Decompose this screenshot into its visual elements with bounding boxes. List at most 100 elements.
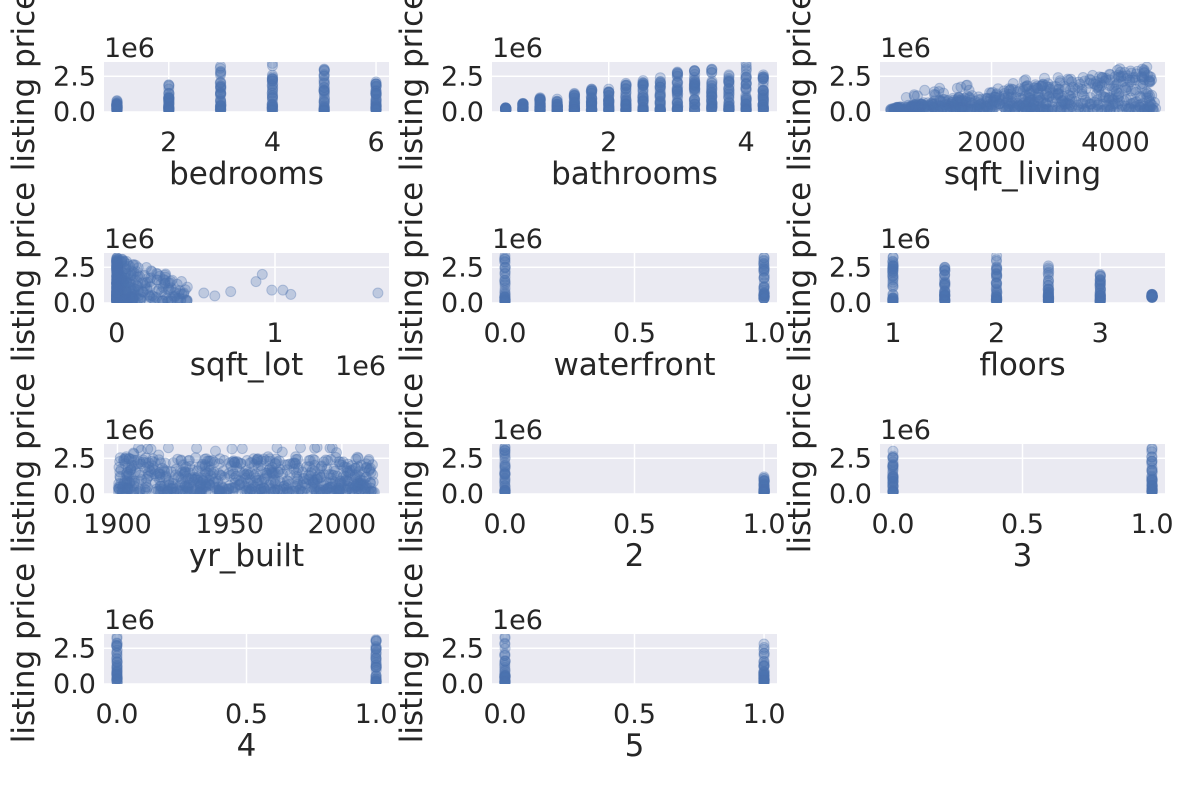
data-point — [758, 281, 770, 293]
data-point — [187, 464, 199, 476]
data-point — [1018, 101, 1030, 112]
data-point — [586, 103, 598, 112]
data-point — [991, 293, 1003, 303]
data-point — [637, 92, 649, 104]
data-point — [905, 103, 917, 112]
data-point — [603, 96, 615, 108]
data-point — [1020, 99, 1032, 110]
data-point — [975, 98, 987, 110]
data-point — [500, 104, 512, 112]
data-point — [637, 87, 649, 98]
data-point — [586, 105, 598, 112]
data-point — [569, 92, 580, 104]
data-point — [244, 485, 256, 494]
data-point — [500, 104, 512, 112]
data-point — [163, 102, 175, 112]
data-point — [121, 286, 133, 298]
data-point — [1025, 105, 1037, 112]
data-point — [173, 292, 185, 303]
data-point — [174, 285, 186, 297]
data-point — [215, 105, 227, 112]
data-point — [1047, 87, 1059, 99]
data-point — [906, 104, 918, 112]
data-point — [241, 468, 253, 480]
data-point — [928, 95, 940, 107]
data-point — [1146, 290, 1158, 302]
data-point — [757, 73, 769, 85]
data-point — [637, 77, 649, 88]
data-point — [1035, 94, 1047, 106]
data-point — [318, 95, 330, 107]
data-point — [148, 464, 160, 476]
data-point — [603, 95, 615, 107]
data-point — [758, 290, 770, 302]
data-point — [1094, 295, 1106, 303]
data-point — [114, 279, 126, 290]
y-axis-label: listing price — [782, 182, 818, 362]
data-point — [199, 469, 211, 481]
data-point — [1142, 105, 1154, 112]
data-point — [1015, 92, 1027, 104]
x-axis-label: yr_built — [189, 538, 304, 574]
data-point — [534, 104, 546, 112]
data-point — [928, 88, 940, 100]
data-point — [534, 96, 546, 108]
data-point — [1109, 97, 1121, 109]
data-point — [1146, 291, 1158, 303]
data-point — [905, 103, 917, 112]
data-point — [901, 103, 913, 112]
data-point — [111, 256, 123, 268]
data-point — [1017, 93, 1029, 105]
data-point — [144, 276, 156, 288]
data-point — [887, 261, 899, 273]
data-point — [1138, 71, 1150, 83]
data-point — [318, 76, 330, 88]
data-point — [1079, 105, 1091, 112]
data-point — [178, 288, 189, 300]
data-point — [758, 88, 769, 100]
data-point — [1146, 289, 1158, 301]
data-point — [1065, 73, 1077, 85]
data-point — [887, 266, 899, 277]
data-point — [913, 103, 925, 112]
data-point — [1138, 65, 1150, 77]
data-point — [499, 296, 511, 303]
data-point — [1127, 72, 1139, 84]
data-point — [233, 479, 245, 491]
data-point — [111, 257, 123, 269]
y-tick-label: 2.5 — [53, 252, 96, 283]
data-point — [931, 104, 943, 112]
data-point — [939, 278, 951, 290]
data-point — [340, 486, 352, 494]
data-point — [1022, 104, 1034, 112]
data-point — [757, 92, 769, 104]
data-point — [1056, 95, 1068, 107]
data-point — [124, 276, 136, 288]
data-point — [1042, 286, 1054, 298]
data-point — [887, 253, 899, 263]
data-point — [637, 104, 649, 112]
data-point — [111, 278, 123, 290]
data-point — [586, 97, 598, 109]
data-point — [214, 77, 226, 89]
data-point — [757, 95, 769, 107]
data-point — [1042, 78, 1054, 90]
data-point — [163, 91, 175, 103]
data-point — [111, 104, 123, 112]
data-point — [1148, 104, 1160, 112]
data-point — [757, 93, 769, 105]
data-point — [249, 481, 261, 493]
data-point — [706, 94, 717, 106]
data-point — [758, 287, 770, 299]
data-point — [370, 97, 382, 109]
data-point — [723, 85, 735, 97]
data-point — [897, 104, 909, 112]
data-point — [887, 296, 899, 303]
data-point — [909, 103, 921, 112]
data-point — [118, 296, 130, 303]
data-point — [568, 103, 580, 112]
data-point — [534, 94, 546, 106]
data-point — [909, 99, 921, 111]
data-point — [1125, 67, 1137, 79]
data-point — [740, 78, 752, 90]
